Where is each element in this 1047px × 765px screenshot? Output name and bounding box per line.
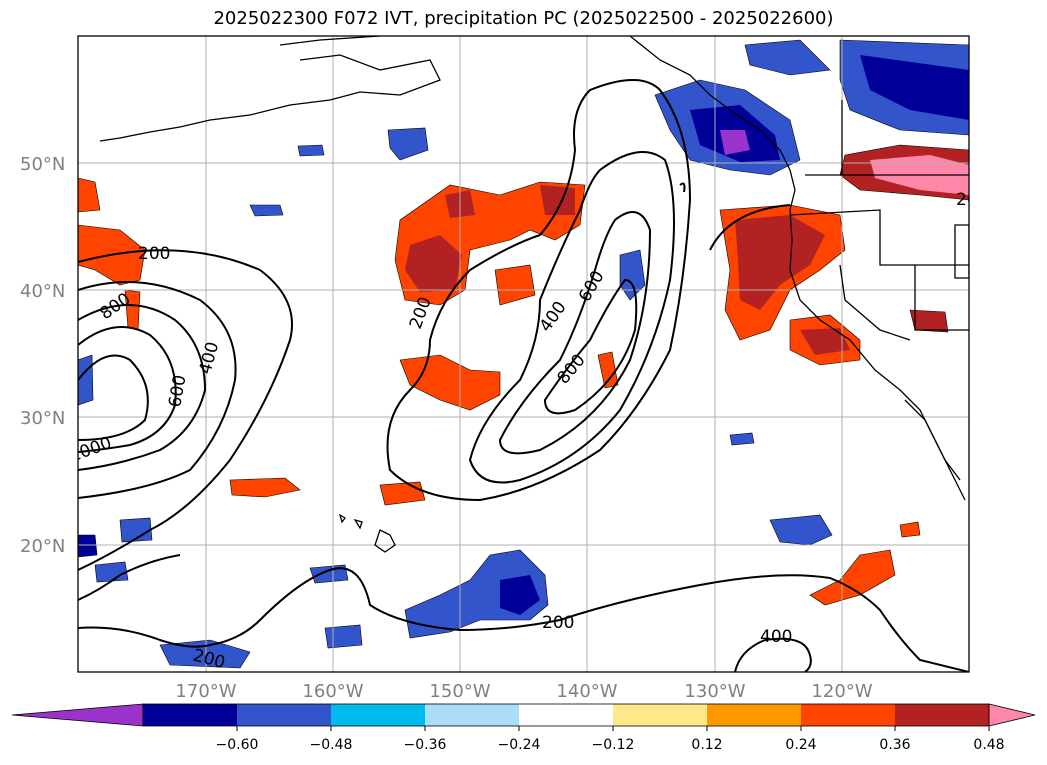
contour-label: 200: [542, 613, 574, 633]
contour-label: 200: [138, 244, 170, 264]
colorbar-tick-label: 0.36: [879, 737, 910, 753]
colorbar-tick-label: 0.12: [691, 737, 722, 753]
colorbar-segment: [237, 704, 332, 726]
precip-field: [78, 39, 969, 669]
colorbar-tick-label: 0.48: [973, 737, 1004, 753]
lon-label: 170°W: [175, 681, 236, 702]
colorbar-tick-label: −0.12: [592, 737, 635, 753]
coastlines: [99, 36, 969, 501]
ivt-contours: [78, 79, 969, 672]
colorbar-extend-low: [11, 703, 144, 727]
colorbar-tick-label: −0.24: [498, 737, 541, 753]
islands: [338, 513, 396, 553]
lat-label: 40°N: [20, 281, 65, 302]
lat-label: 20°N: [20, 536, 65, 557]
contour-label: 400: [760, 627, 792, 647]
contour-label: 200: [956, 190, 988, 210]
lon-label: 130°W: [684, 681, 745, 702]
colorbar-segment: [895, 704, 990, 726]
graticule: [78, 36, 969, 672]
colorbar-tick-label: −0.60: [216, 737, 259, 753]
colorbar-segment: [143, 704, 238, 726]
lon-label: 140°W: [556, 681, 617, 702]
lon-label: 120°W: [811, 681, 872, 702]
colorbar-segment: [613, 704, 708, 726]
colorbar-segment: [331, 704, 426, 726]
colorbar-outline: [142, 703, 990, 727]
colorbar-tick-label: −0.48: [310, 737, 353, 753]
map-title: 2025022300 F072 IVT, precipitation PC (2…: [213, 8, 834, 29]
lon-label: 150°W: [429, 681, 490, 702]
lon-label: 160°W: [302, 681, 363, 702]
lat-label: 30°N: [20, 408, 65, 429]
colorbar-segment: [519, 704, 614, 726]
colorbar-tick-label: −0.36: [404, 737, 447, 753]
map-frame: [77, 35, 970, 673]
colorbar-segment: [801, 704, 896, 726]
colorbar-segment: [707, 704, 802, 726]
lat-label: 50°N: [20, 154, 65, 175]
colorbar: −0.60 −0.48 −0.36 −0.24 −0.12 0.12 0.24 0.36 0.4…: [11, 703, 1036, 753]
colorbar-tick-label: 0.24: [785, 737, 816, 753]
colorbar-segment: [425, 704, 520, 726]
colorbar-extend-high: [988, 703, 1036, 727]
